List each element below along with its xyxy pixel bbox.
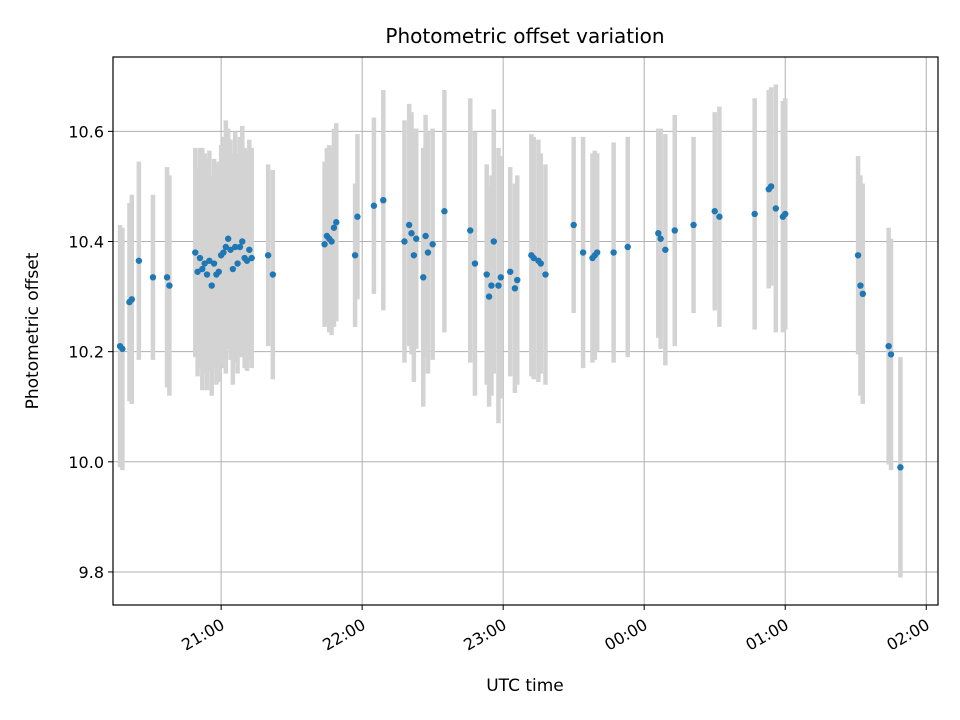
data-point [224, 235, 232, 242]
data-point [333, 219, 340, 226]
data-point [767, 183, 775, 190]
data-point [192, 249, 199, 256]
data-point [227, 246, 234, 253]
data-point [208, 282, 215, 289]
data-point [243, 257, 251, 264]
data-point [199, 265, 206, 273]
data-point [511, 285, 519, 292]
data-point [401, 238, 408, 245]
data-point [232, 243, 239, 251]
data-point [485, 293, 493, 300]
data-point [662, 246, 669, 253]
data-point [657, 235, 664, 242]
data-point [220, 249, 227, 256]
data-point [716, 213, 723, 220]
data-point [196, 254, 204, 262]
data-point [690, 221, 697, 229]
data-point [236, 243, 244, 251]
data-point [610, 249, 617, 256]
y-axis: 9.8 10.0 10.2 10.4 10.6 [68, 122, 113, 582]
data-point [269, 271, 277, 278]
data-point [370, 202, 378, 209]
data-point [854, 252, 862, 259]
data-point [166, 282, 173, 289]
data-point [467, 227, 474, 234]
data-point [782, 210, 789, 218]
data-point [410, 252, 418, 259]
data-point [234, 260, 241, 267]
data-point [194, 268, 201, 275]
data-point [206, 257, 213, 264]
data-point [248, 254, 255, 262]
data-point [201, 260, 208, 267]
data-point [429, 241, 436, 248]
data-point [471, 260, 479, 267]
data-point [210, 260, 218, 267]
grid [113, 57, 938, 605]
data-point [405, 221, 413, 229]
data-point [380, 196, 387, 204]
y-tick-label: 10.4 [68, 233, 104, 252]
y-tick-label: 10.6 [68, 122, 104, 141]
data-point [507, 268, 514, 275]
data-point [229, 265, 237, 273]
data-point [203, 271, 211, 278]
data-point [239, 238, 246, 245]
data-point [859, 290, 866, 298]
data-point [264, 252, 272, 259]
plot-frame [112, 56, 939, 606]
data-point [422, 232, 429, 240]
data-point [351, 252, 359, 259]
x-axis-title: UTC time [486, 676, 564, 696]
data-point [624, 243, 631, 251]
data-point [413, 235, 420, 242]
data-point [135, 257, 143, 264]
data-point [897, 464, 904, 471]
y-axis-title: Photometric offset [23, 252, 43, 409]
data-point [215, 268, 222, 275]
data-point [751, 210, 758, 218]
y-tick-label: 10.0 [68, 453, 104, 472]
data-point [671, 227, 678, 234]
data-point [246, 246, 253, 253]
data-point [441, 208, 448, 215]
data-point [514, 276, 521, 284]
data-point [490, 238, 497, 245]
data-point [354, 213, 361, 220]
data-point [530, 254, 537, 262]
data-point [163, 274, 171, 281]
data-point [424, 249, 432, 256]
data-point [483, 271, 490, 278]
data-point [495, 282, 502, 289]
data-point [711, 208, 718, 215]
data-point [420, 274, 427, 281]
data-point [772, 205, 780, 212]
y-tick-label: 10.2 [68, 343, 104, 362]
chart-title: Photometric offset variation [385, 24, 664, 48]
data-point [222, 243, 230, 251]
data-point [408, 230, 415, 237]
data-point [321, 241, 328, 248]
data-point [857, 282, 864, 289]
data-point [885, 342, 892, 350]
data-point [330, 224, 338, 231]
data-point [537, 260, 544, 267]
data-point [593, 249, 601, 256]
y-tick-label: 9.8 [79, 563, 104, 582]
data-point [579, 249, 587, 256]
data-points [116, 183, 904, 471]
data-point [328, 238, 335, 245]
data-point [887, 351, 895, 358]
data-point [128, 296, 136, 303]
data-point [570, 221, 577, 229]
data-point [542, 271, 549, 278]
data-point [488, 282, 495, 289]
data-point [655, 230, 662, 237]
data-point [119, 345, 126, 353]
data-point [149, 274, 157, 281]
data-point [497, 274, 505, 281]
